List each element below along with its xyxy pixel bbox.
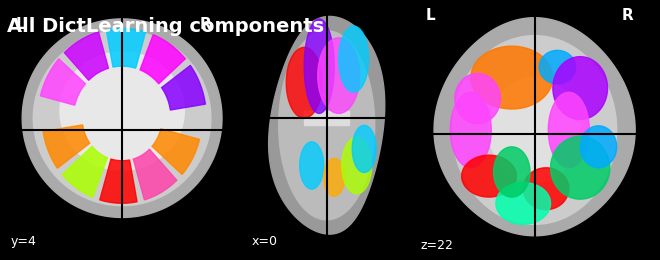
Polygon shape (65, 32, 108, 80)
Polygon shape (40, 59, 85, 105)
Polygon shape (339, 26, 369, 92)
Polygon shape (140, 35, 185, 84)
Polygon shape (462, 155, 516, 197)
Polygon shape (33, 31, 211, 206)
Polygon shape (496, 183, 550, 224)
Text: L: L (16, 17, 25, 31)
Polygon shape (553, 57, 608, 120)
Text: y=4: y=4 (11, 235, 37, 248)
Text: R: R (200, 17, 212, 31)
Polygon shape (286, 47, 322, 118)
Polygon shape (523, 168, 569, 210)
Text: L: L (425, 8, 435, 23)
Polygon shape (43, 125, 90, 168)
Polygon shape (100, 159, 137, 203)
Polygon shape (106, 28, 146, 68)
Text: All DictLearning components: All DictLearning components (7, 16, 323, 36)
Polygon shape (133, 149, 177, 200)
Polygon shape (62, 146, 108, 197)
Polygon shape (323, 158, 345, 196)
Polygon shape (471, 46, 553, 109)
Polygon shape (22, 19, 222, 217)
Polygon shape (300, 142, 323, 189)
Polygon shape (580, 126, 616, 168)
Polygon shape (152, 129, 199, 174)
Polygon shape (60, 52, 184, 170)
Polygon shape (434, 18, 635, 236)
Polygon shape (494, 147, 530, 197)
Polygon shape (304, 111, 349, 125)
Polygon shape (269, 16, 385, 234)
Polygon shape (455, 73, 500, 124)
Polygon shape (279, 31, 375, 220)
Polygon shape (162, 65, 205, 110)
Polygon shape (352, 125, 376, 173)
Polygon shape (450, 92, 491, 168)
Polygon shape (453, 36, 616, 224)
Polygon shape (317, 38, 360, 113)
Polygon shape (342, 137, 372, 194)
Polygon shape (304, 19, 334, 113)
Polygon shape (550, 136, 610, 199)
Text: x=0: x=0 (251, 235, 278, 248)
Polygon shape (489, 77, 580, 183)
Polygon shape (548, 92, 589, 168)
Text: R: R (621, 8, 633, 23)
Text: z=22: z=22 (420, 239, 453, 252)
Polygon shape (539, 50, 576, 84)
